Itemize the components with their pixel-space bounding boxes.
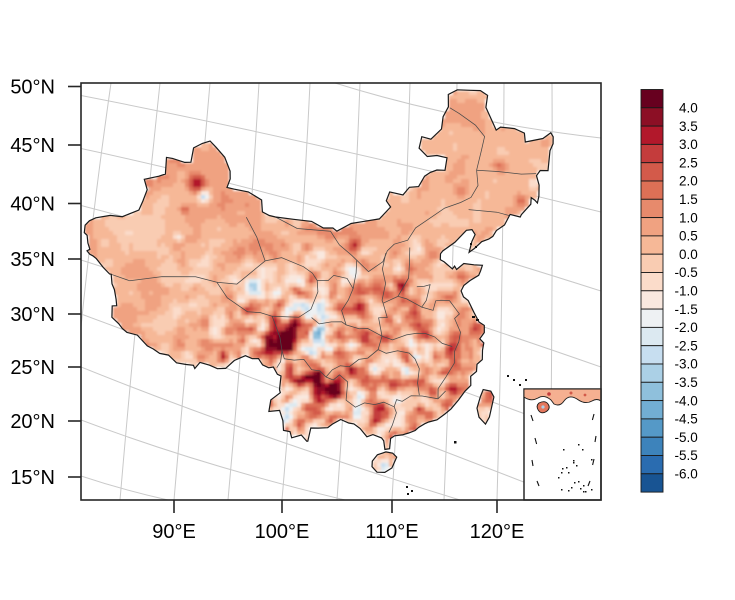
svg-text:-3.0: -3.0 [675, 357, 698, 372]
svg-text:-3.5: -3.5 [675, 375, 698, 390]
svg-text:20°N: 20°N [10, 411, 55, 433]
svg-text:1.0: 1.0 [679, 210, 698, 225]
svg-text:25°N: 25°N [10, 357, 55, 379]
svg-text:-2.5: -2.5 [675, 338, 698, 353]
svg-text:50°N: 50°N [10, 77, 55, 99]
svg-text:110°E: 110°E [365, 521, 418, 543]
svg-text:35°N: 35°N [10, 249, 55, 271]
svg-text:-4.0: -4.0 [675, 393, 698, 408]
svg-text:0.0: 0.0 [679, 247, 698, 262]
svg-text:45°N: 45°N [10, 135, 55, 157]
svg-text:3.5: 3.5 [679, 119, 698, 134]
svg-text:-5.5: -5.5 [675, 448, 698, 463]
svg-text:30°N: 30°N [10, 304, 55, 326]
svg-text:-4.5: -4.5 [675, 412, 698, 427]
svg-text:4.0: 4.0 [679, 101, 698, 116]
svg-text:1.5: 1.5 [679, 192, 698, 207]
svg-text:-1.5: -1.5 [675, 302, 698, 317]
svg-text:-1.0: -1.0 [675, 284, 698, 299]
svg-text:-2.0: -2.0 [675, 320, 698, 335]
svg-text:-0.5: -0.5 [675, 265, 698, 280]
svg-text:15°N: 15°N [10, 467, 55, 489]
svg-text:2.0: 2.0 [679, 174, 698, 189]
svg-text:3.0: 3.0 [679, 137, 698, 152]
svg-text:2.5: 2.5 [679, 155, 698, 170]
svg-text:90°E: 90°E [152, 521, 196, 543]
svg-text:100°E: 100°E [255, 521, 310, 543]
svg-text:-5.0: -5.0 [675, 430, 698, 445]
svg-text:120°E: 120°E [470, 521, 525, 543]
svg-text:-6.0: -6.0 [675, 467, 698, 482]
svg-text:0.5: 0.5 [679, 229, 698, 244]
svg-text:40°N: 40°N [10, 194, 55, 216]
